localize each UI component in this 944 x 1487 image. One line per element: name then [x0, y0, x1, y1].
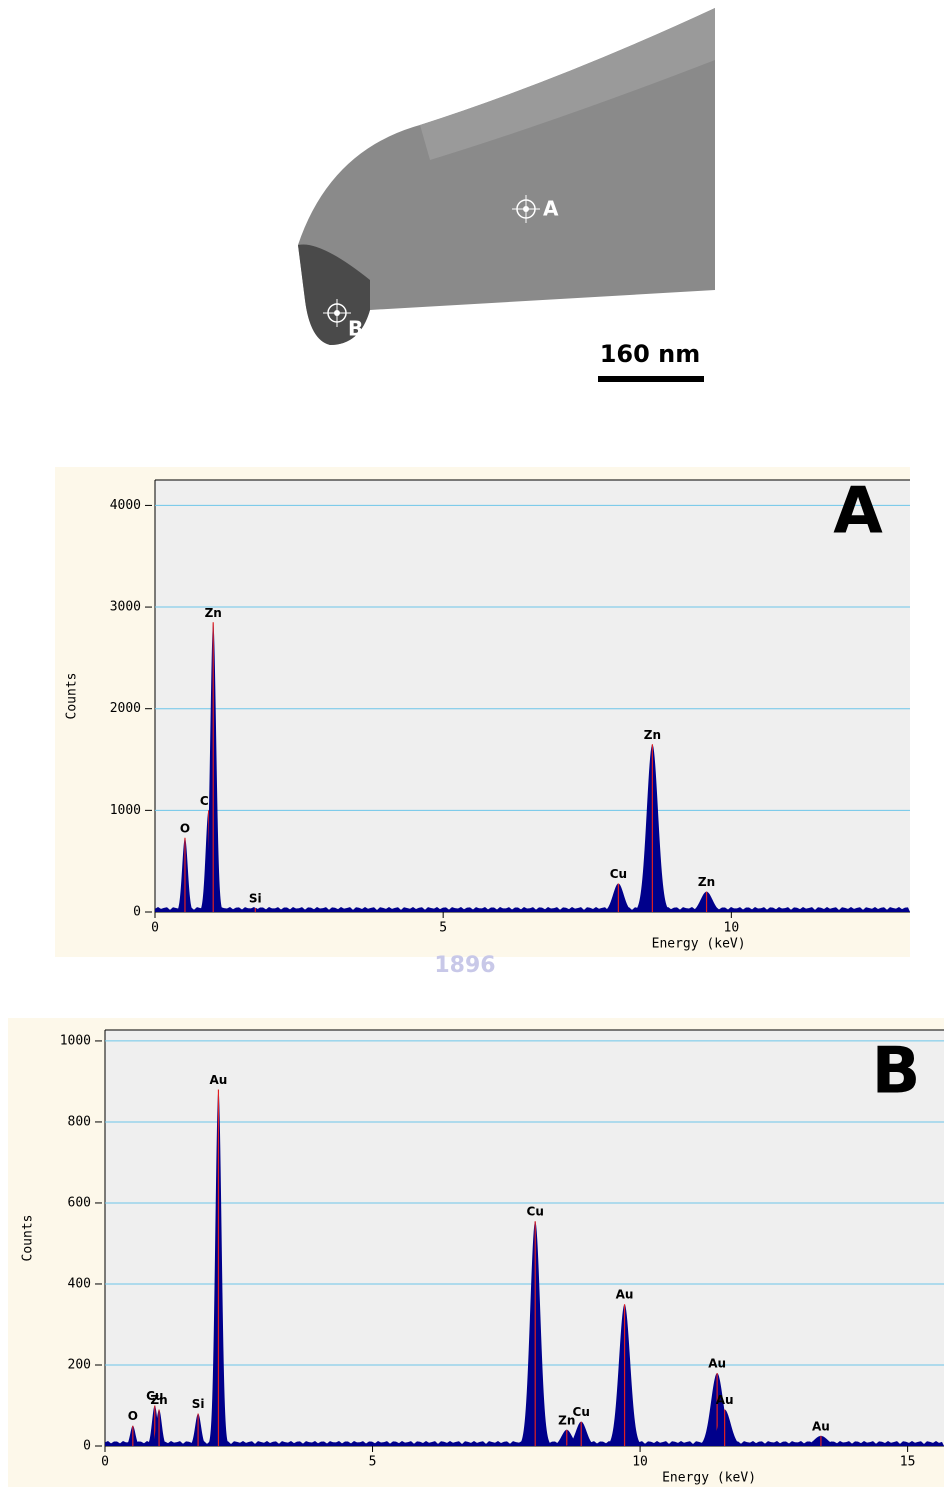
peak-label: Cu — [610, 867, 627, 881]
y-tick-label: 2000 — [110, 701, 141, 716]
y-tick-label: 0 — [83, 1439, 91, 1454]
peak-label: Cu — [146, 1389, 163, 1403]
peak-label: Si — [192, 1397, 205, 1411]
y-tick-label: 1000 — [110, 803, 141, 818]
scale-label: 160 nm — [600, 340, 701, 368]
x-tick-label: 10 — [632, 1455, 648, 1470]
tem-image: A B 160 nm — [298, 8, 715, 382]
peak-label: Au — [812, 1419, 830, 1433]
peak-label: Zn — [558, 1413, 575, 1427]
y-tick-label: 3000 — [110, 600, 141, 615]
peak-label: O — [180, 821, 190, 835]
x-tick-label: 10 — [724, 921, 740, 936]
x-axis-title: Energy (keV) — [662, 1471, 756, 1486]
x-axis-title: Energy (keV) — [652, 937, 746, 952]
watermark: 1896 — [434, 953, 495, 978]
y-tick-label: 0 — [133, 905, 141, 920]
peak-label: Zn — [698, 875, 715, 889]
x-tick-label: 5 — [439, 921, 447, 936]
peak-label: Zn — [205, 606, 222, 620]
peak-label: Au — [210, 1073, 228, 1087]
peak-label: Au — [716, 1393, 734, 1407]
peak-label: Zn — [150, 1393, 167, 1407]
panel-label: A — [833, 475, 883, 549]
point-label: A — [543, 197, 559, 221]
plot-area — [105, 1030, 944, 1446]
y-tick-label: 800 — [68, 1114, 91, 1129]
x-tick-label: 5 — [369, 1455, 377, 1470]
x-tick-label: 15 — [900, 1455, 916, 1470]
peak-label: Si — [249, 891, 262, 905]
y-tick-label: 1000 — [60, 1033, 91, 1048]
peak-label: Cu — [573, 1405, 590, 1419]
x-tick-label: 0 — [151, 921, 159, 936]
peak-label: O — [128, 1409, 138, 1423]
y-tick-label: 400 — [68, 1276, 91, 1291]
y-tick-label: 600 — [68, 1195, 91, 1210]
y-tick-label: 4000 — [110, 498, 141, 513]
plot-area — [155, 480, 910, 912]
peak-label: Cu — [527, 1205, 544, 1219]
peak-label: Au — [708, 1357, 726, 1371]
y-tick-label: 200 — [68, 1357, 91, 1372]
y-axis-title: Counts — [65, 673, 80, 720]
background-noise — [155, 907, 910, 912]
peak-label: Zn — [644, 728, 661, 742]
x-tick-label: 0 — [101, 1455, 109, 1470]
scale-bar — [598, 376, 704, 382]
peak-label: Au — [616, 1288, 634, 1302]
y-axis-title: Counts — [21, 1215, 36, 1262]
panel-label: B — [872, 1035, 921, 1109]
point-label: B — [348, 317, 363, 341]
